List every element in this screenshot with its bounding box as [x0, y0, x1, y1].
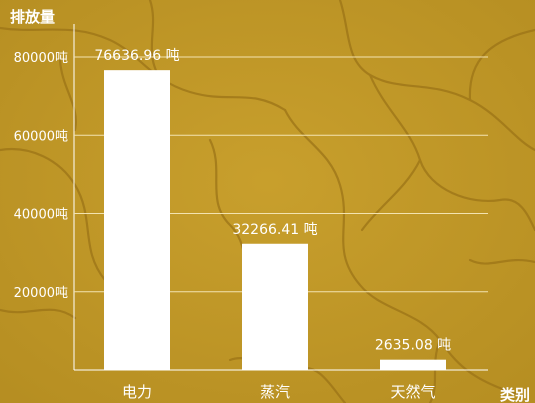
- bar-value-label: 76636.96 吨: [94, 48, 179, 64]
- bar-value-label: 2635.08 吨: [375, 338, 451, 354]
- bars: [104, 70, 446, 370]
- x-tick-labels: 电力 蒸汽 天然气: [122, 383, 436, 401]
- y-tick-label: 60000吨: [14, 129, 68, 144]
- x-tick-label: 电力: [122, 383, 152, 401]
- x-axis-title: 类别: [500, 386, 530, 403]
- bar: [380, 359, 446, 370]
- bar: [242, 243, 308, 370]
- y-tick-label: 40000吨: [14, 208, 68, 223]
- x-tick-label: 蒸汽: [260, 383, 290, 401]
- y-axis-title: 排放量: [10, 8, 55, 26]
- bar-value-label: 32266.41 吨: [232, 222, 317, 238]
- bar-value-labels: 76636.96 吨 32266.41 吨 2635.08 吨: [94, 48, 451, 354]
- y-tick-label: 80000吨: [14, 51, 68, 66]
- y-tick-label: 20000吨: [14, 286, 68, 301]
- y-tick-labels: 20000吨 40000吨 60000吨 80000吨: [14, 51, 68, 301]
- bar: [104, 70, 170, 370]
- x-tick-label: 天然气: [390, 383, 435, 401]
